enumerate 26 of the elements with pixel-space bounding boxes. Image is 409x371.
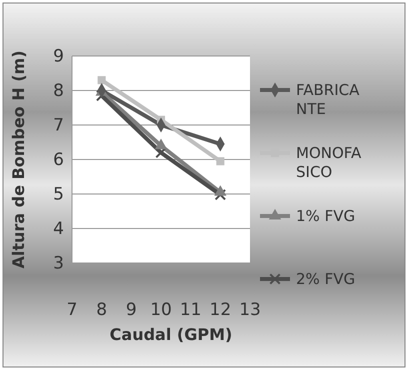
y-tick-label: 7 bbox=[53, 115, 64, 136]
x-tick-label: 9 bbox=[126, 300, 137, 320]
point bbox=[216, 157, 224, 166]
point bbox=[96, 90, 108, 102]
point bbox=[214, 188, 226, 200]
legend-label: MONOFASICO bbox=[296, 144, 362, 181]
point bbox=[154, 138, 168, 150]
point bbox=[214, 185, 226, 196]
legend-label: 1% FVG bbox=[296, 207, 356, 225]
legend-label: FABRICANTE bbox=[296, 81, 360, 118]
y-tick-label: 5 bbox=[53, 184, 64, 204]
x-tick-label: 12 bbox=[210, 300, 232, 320]
x-tick-label: 11 bbox=[180, 300, 202, 320]
y-tick-label: 8 bbox=[53, 80, 64, 101]
y-tick-label: 6 bbox=[53, 150, 64, 170]
y-tick-label: 4 bbox=[53, 218, 64, 239]
y-axis-title: Altura de Bombeo H (m) bbox=[9, 50, 28, 269]
x-tick-label: 7 bbox=[66, 300, 78, 320]
legend-label: 2% FVG bbox=[296, 270, 356, 288]
x-tick-label: 13 bbox=[239, 300, 261, 320]
point bbox=[98, 76, 106, 84]
y-tick-label: 9 bbox=[53, 46, 64, 66]
x-tick-label: 8 bbox=[96, 300, 108, 320]
y-tick-label: 3 bbox=[53, 253, 64, 274]
x-axis-title: Caudal (GPM) bbox=[110, 325, 232, 344]
x-tick-label: 10 bbox=[150, 300, 172, 320]
